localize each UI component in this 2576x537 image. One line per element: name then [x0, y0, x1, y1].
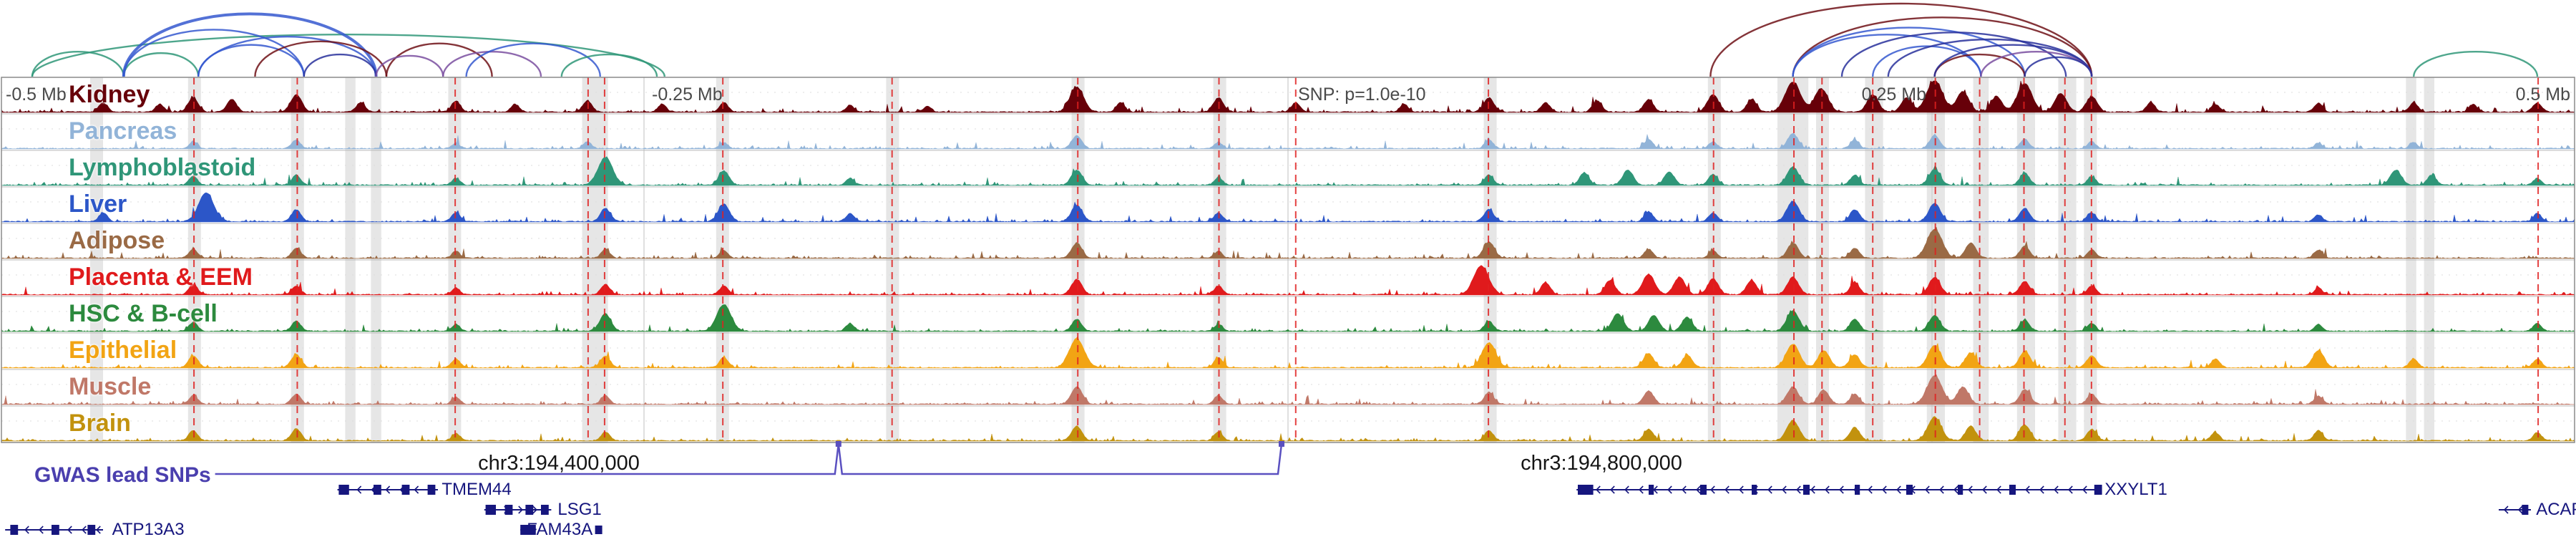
signal-epithelial: [1, 336, 2575, 369]
snp-dashed-lines: [193, 77, 2540, 442]
gene-track: [5, 485, 2531, 535]
signal-kidney: [1, 80, 2575, 113]
track-row-lines: [1, 92, 2575, 422]
signal-lymphoblastoid: [1, 156, 2575, 186]
signal-muscle: [1, 374, 2575, 405]
signal-placenta-eem: [1, 265, 2575, 296]
signal-tracks: [1, 80, 2575, 442]
track-area-border: [1, 77, 2575, 443]
signal-brain: [1, 416, 2575, 442]
signal-pancreas: [1, 132, 2575, 150]
interaction-arcs: [31, 2, 2539, 77]
gwas-lead-snps-track: [215, 441, 1284, 475]
signal-adipose: [1, 226, 2575, 259]
signal-hsc-b-cell: [1, 304, 2575, 332]
signal-liver: [1, 192, 2575, 223]
